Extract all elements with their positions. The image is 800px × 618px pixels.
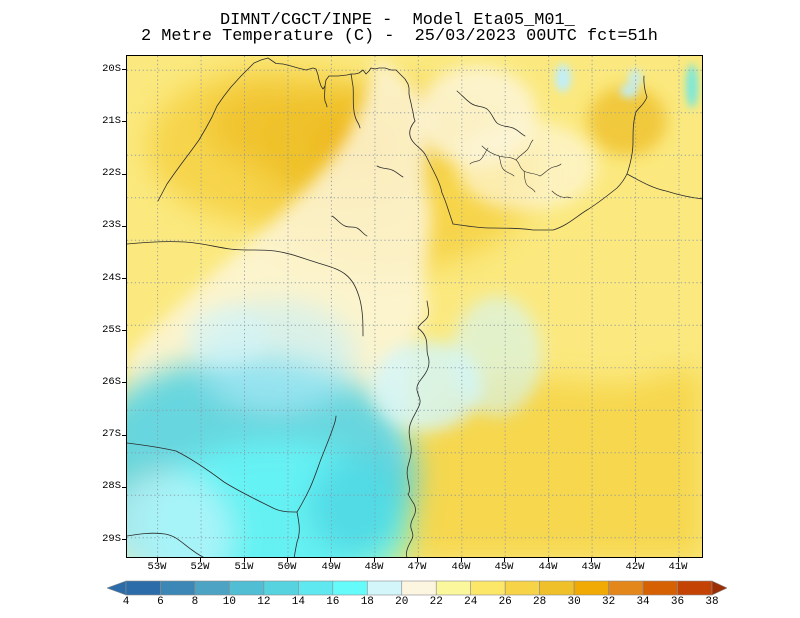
svg-text:32: 32 (602, 596, 615, 606)
svg-text:36: 36 (671, 596, 684, 606)
svg-text:10: 10 (223, 596, 236, 606)
svg-text:22: 22 (430, 596, 443, 606)
svg-text:28: 28 (533, 596, 546, 606)
svg-text:26: 26 (499, 596, 512, 606)
svg-text:6: 6 (157, 596, 164, 606)
svg-text:24: 24 (464, 596, 478, 606)
svg-text:14: 14 (292, 596, 306, 606)
svg-text:8: 8 (192, 596, 199, 606)
svg-text:16: 16 (326, 596, 339, 606)
svg-text:38: 38 (705, 596, 718, 606)
svg-text:4: 4 (123, 596, 130, 606)
svg-text:20: 20 (395, 596, 408, 606)
svg-text:18: 18 (361, 596, 374, 606)
svg-text:30: 30 (568, 596, 581, 606)
svg-text:12: 12 (257, 596, 270, 606)
svg-text:34: 34 (636, 596, 650, 606)
